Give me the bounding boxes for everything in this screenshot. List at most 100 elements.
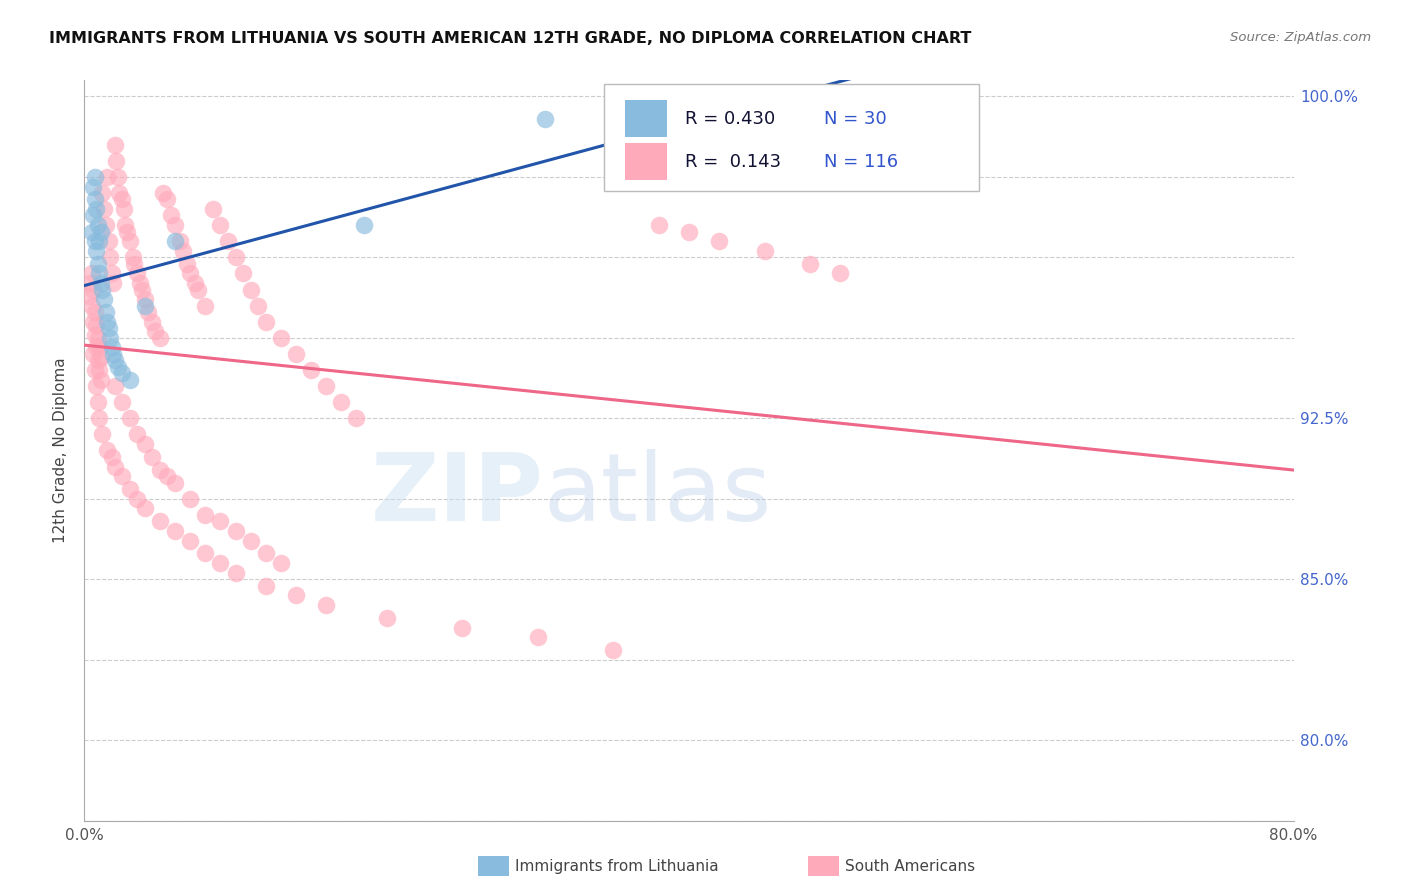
Point xyxy=(115,225,138,239)
Point xyxy=(89,411,111,425)
Point xyxy=(172,244,194,258)
Point xyxy=(165,475,187,490)
Text: IMMIGRANTS FROM LITHUANIA VS SOUTH AMERICAN 12TH GRADE, NO DIPLOMA CORRELATION C: IMMIGRANTS FROM LITHUANIA VS SOUTH AMERI… xyxy=(49,31,972,46)
Point xyxy=(118,411,141,425)
Point xyxy=(82,179,104,194)
Point xyxy=(201,202,224,216)
Point xyxy=(141,315,163,329)
Point xyxy=(90,276,112,290)
Point xyxy=(225,250,247,264)
Text: R = 0.430: R = 0.430 xyxy=(685,110,776,128)
Point xyxy=(330,395,353,409)
Point xyxy=(149,331,172,345)
Point xyxy=(179,491,201,506)
Point xyxy=(754,244,776,258)
Point xyxy=(90,350,112,364)
Point xyxy=(209,218,232,232)
Point xyxy=(176,257,198,271)
Point xyxy=(82,209,104,223)
Point xyxy=(93,292,115,306)
Point xyxy=(217,234,239,248)
Point xyxy=(97,321,120,335)
Point xyxy=(353,218,375,232)
Point xyxy=(118,373,141,387)
Point xyxy=(254,546,277,560)
Point xyxy=(149,463,172,477)
Point xyxy=(118,234,141,248)
Point xyxy=(127,267,149,281)
Point xyxy=(131,283,153,297)
Text: ZIP: ZIP xyxy=(371,449,544,541)
Point xyxy=(89,234,111,248)
Point xyxy=(165,218,187,232)
Point xyxy=(285,347,308,361)
Text: N = 30: N = 30 xyxy=(824,110,887,128)
Point xyxy=(254,315,277,329)
Point xyxy=(165,524,187,538)
Point xyxy=(122,257,145,271)
Point xyxy=(87,331,110,345)
Point xyxy=(91,186,114,200)
Point xyxy=(375,611,398,625)
Point xyxy=(134,501,156,516)
Point xyxy=(129,276,152,290)
Point xyxy=(134,299,156,313)
Text: Source: ZipAtlas.com: Source: ZipAtlas.com xyxy=(1230,31,1371,45)
Point xyxy=(299,363,322,377)
Point xyxy=(79,276,101,290)
Point xyxy=(209,556,232,570)
Point xyxy=(84,363,107,377)
Bar xyxy=(624,144,668,180)
Point xyxy=(87,257,110,271)
Point xyxy=(127,427,149,442)
Point xyxy=(194,299,217,313)
Point xyxy=(86,244,108,258)
Point xyxy=(87,353,110,368)
FancyBboxPatch shape xyxy=(605,84,979,191)
Point xyxy=(648,218,671,232)
Point xyxy=(134,292,156,306)
Point xyxy=(118,482,141,496)
Point xyxy=(97,234,120,248)
Point xyxy=(86,318,108,332)
Text: atlas: atlas xyxy=(544,449,772,541)
Point xyxy=(179,533,201,548)
Point xyxy=(100,341,122,355)
Point xyxy=(101,276,124,290)
Point xyxy=(100,450,122,464)
Point xyxy=(91,283,114,297)
Point xyxy=(232,267,254,281)
Point xyxy=(89,267,111,281)
Point xyxy=(247,299,270,313)
Point xyxy=(89,363,111,377)
Bar xyxy=(624,100,668,137)
Point xyxy=(527,630,550,644)
Point xyxy=(209,514,232,528)
Point xyxy=(80,225,103,239)
Point xyxy=(107,169,129,184)
Point xyxy=(96,443,118,458)
Point xyxy=(121,250,143,264)
Point xyxy=(254,579,277,593)
Point xyxy=(80,267,103,281)
Point xyxy=(104,459,127,474)
Point xyxy=(315,598,337,612)
Point xyxy=(134,437,156,451)
Point xyxy=(96,315,118,329)
Point xyxy=(84,327,107,342)
Point xyxy=(93,202,115,216)
Point xyxy=(451,620,474,634)
Point xyxy=(678,225,700,239)
Point xyxy=(91,427,114,442)
Point xyxy=(152,186,174,200)
Point xyxy=(82,315,104,329)
Point xyxy=(315,379,337,393)
Point xyxy=(107,359,129,374)
Point xyxy=(159,209,181,223)
Point xyxy=(84,234,107,248)
Point xyxy=(156,469,179,483)
Point xyxy=(114,218,136,232)
Point xyxy=(100,267,122,281)
Point xyxy=(94,218,117,232)
Point xyxy=(194,546,217,560)
